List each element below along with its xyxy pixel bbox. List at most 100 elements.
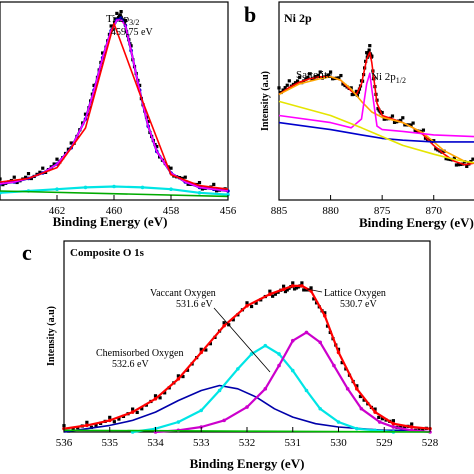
data-point bbox=[222, 321, 226, 325]
data-point bbox=[354, 89, 358, 93]
data-point bbox=[199, 347, 203, 351]
data-point bbox=[337, 76, 341, 80]
series-b-4-line bbox=[278, 121, 474, 143]
data-point bbox=[186, 182, 190, 186]
data-point bbox=[366, 50, 371, 55]
x-tick-label: 533 bbox=[193, 437, 210, 449]
data-point bbox=[273, 292, 277, 296]
marker bbox=[217, 388, 222, 393]
marker bbox=[0, 191, 2, 195]
panel-c-lattice-label: Lattice Oxygen bbox=[324, 288, 386, 299]
data-point bbox=[283, 289, 288, 294]
data-point bbox=[140, 407, 144, 411]
series-b-2-line bbox=[278, 76, 474, 164]
panel-b-x-ticks: 885 880 875 870 bbox=[271, 195, 442, 217]
data-point bbox=[448, 157, 452, 162]
data-point bbox=[212, 182, 216, 186]
marker bbox=[277, 363, 281, 368]
marker bbox=[345, 387, 350, 391]
data-point bbox=[123, 19, 127, 23]
data-point bbox=[308, 72, 312, 76]
marker bbox=[169, 187, 173, 191]
marker bbox=[153, 397, 158, 401]
panel-b-frame bbox=[278, 1, 474, 201]
panel-b-letter: b bbox=[244, 2, 256, 27]
marker bbox=[300, 284, 304, 288]
data-point bbox=[29, 176, 33, 181]
series-b-1-line bbox=[278, 51, 474, 166]
marker bbox=[222, 323, 226, 328]
data-point bbox=[24, 175, 28, 179]
data-point bbox=[293, 81, 298, 85]
data-point bbox=[331, 77, 335, 81]
data-point bbox=[158, 396, 162, 400]
x-tick-label: 885 bbox=[271, 205, 288, 217]
data-point bbox=[362, 398, 366, 402]
data-point bbox=[115, 11, 119, 15]
panel-c-lattice-energy: 530.7 eV bbox=[340, 299, 377, 310]
marker bbox=[107, 418, 112, 423]
marker bbox=[199, 408, 204, 413]
data-point bbox=[287, 79, 291, 83]
marker bbox=[336, 420, 341, 424]
marker bbox=[359, 406, 364, 411]
x-tick-label: 462 bbox=[49, 205, 66, 217]
marker bbox=[355, 387, 359, 391]
panel-b-y-axis-title: Intensity (a.u) bbox=[260, 71, 271, 131]
data-point bbox=[135, 410, 139, 415]
data-point bbox=[300, 281, 304, 285]
x-tick-label: 531 bbox=[285, 437, 302, 449]
panel-c-plot-area bbox=[62, 281, 432, 434]
data-point bbox=[471, 157, 474, 161]
data-point bbox=[208, 342, 212, 346]
marker bbox=[409, 425, 414, 429]
data-point bbox=[83, 112, 88, 116]
panel-a-plot-area bbox=[0, 10, 230, 198]
marker bbox=[176, 377, 181, 381]
x-tick-label: 456 bbox=[220, 205, 237, 217]
data-point bbox=[367, 48, 371, 52]
data-point bbox=[392, 120, 397, 124]
series-b-0-points bbox=[277, 44, 474, 168]
x-tick-label: 529 bbox=[376, 437, 393, 449]
panel-c-title: Composite O 1s bbox=[70, 247, 145, 259]
data-point bbox=[365, 51, 369, 55]
marker bbox=[245, 405, 249, 409]
panel-b-title: Ni 2p bbox=[284, 11, 312, 25]
data-point bbox=[454, 163, 459, 167]
marker bbox=[277, 352, 281, 356]
data-point bbox=[421, 128, 426, 132]
data-point bbox=[204, 348, 208, 352]
data-point bbox=[215, 189, 219, 193]
data-point bbox=[101, 51, 105, 55]
panel-c-letter: c bbox=[22, 240, 32, 265]
data-point bbox=[399, 425, 403, 429]
data-point bbox=[197, 181, 202, 185]
marker bbox=[355, 426, 359, 431]
marker bbox=[290, 284, 295, 288]
data-point bbox=[417, 428, 421, 432]
marker bbox=[112, 184, 116, 189]
panel-b-plot-area bbox=[277, 44, 474, 168]
data-point bbox=[446, 157, 450, 161]
x-tick-label: 875 bbox=[374, 205, 391, 217]
marker bbox=[290, 368, 295, 373]
data-point bbox=[341, 82, 345, 86]
marker bbox=[140, 185, 145, 190]
x-tick-label: 460 bbox=[106, 205, 123, 217]
data-point bbox=[328, 70, 333, 74]
marker bbox=[373, 410, 377, 414]
data-point bbox=[390, 114, 395, 118]
panel-c-vacant-label: Vaccant Oxygen bbox=[150, 288, 216, 299]
data-point bbox=[176, 374, 180, 378]
marker bbox=[245, 304, 249, 308]
data-point bbox=[153, 394, 158, 398]
data-point bbox=[403, 123, 407, 127]
data-point bbox=[310, 77, 314, 82]
panel-c-vacant-leader bbox=[213, 307, 271, 373]
data-point bbox=[94, 423, 98, 427]
data-point bbox=[1, 183, 5, 187]
data-point bbox=[340, 361, 344, 365]
data-point bbox=[183, 175, 187, 179]
